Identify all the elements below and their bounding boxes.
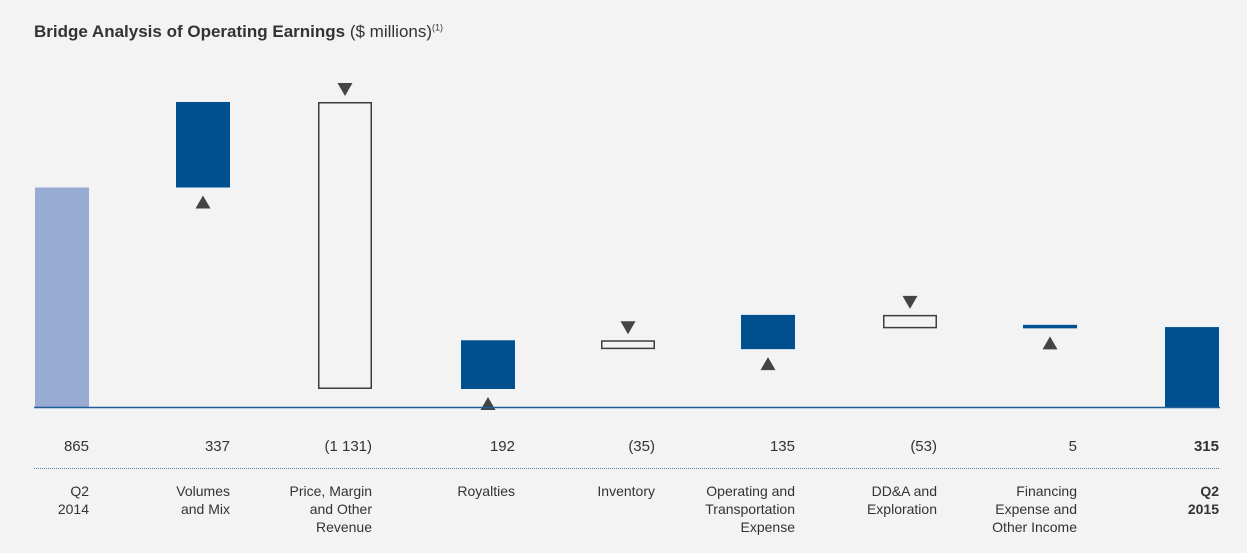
chart-title-footnote: (1) bbox=[432, 22, 444, 33]
bar-increase bbox=[1023, 324, 1077, 329]
bar-decrease bbox=[883, 314, 937, 329]
chart-title-main: Bridge Analysis of Operating Earnings bbox=[34, 22, 346, 41]
bar-end-total bbox=[1165, 327, 1219, 407]
up-arrow-icon bbox=[480, 396, 496, 410]
value-label-total: 315 bbox=[1193, 438, 1219, 455]
bar-increase bbox=[176, 102, 230, 188]
down-arrow-icon bbox=[337, 83, 353, 96]
value-label: 135 bbox=[769, 438, 795, 455]
value-label: (1 131) bbox=[324, 438, 372, 455]
down-arrow-icon bbox=[902, 295, 918, 309]
up-arrow-icon bbox=[195, 195, 211, 209]
value-label: (35) bbox=[628, 438, 655, 455]
category-label: Q2 2014 bbox=[57, 483, 89, 517]
dotted-divider bbox=[34, 468, 1219, 469]
up-arrow-icon bbox=[1042, 336, 1058, 350]
down-arrow-icon bbox=[620, 321, 636, 335]
bar-increase bbox=[461, 340, 515, 389]
category-label: Royalties bbox=[457, 483, 515, 499]
value-label: 192 bbox=[489, 438, 515, 455]
chart-title-units: ($ millions) bbox=[349, 22, 433, 41]
category-label: Volumes and Mix bbox=[176, 483, 230, 517]
category-label: Operating and Transportation Expense bbox=[705, 483, 795, 535]
bar-increase bbox=[741, 314, 795, 350]
chart-title: Bridge Analysis of Operating Earnings ($… bbox=[34, 22, 443, 42]
category-label-total: Q2 2015 bbox=[1187, 483, 1219, 517]
category-label: Financing Expense and Other Income bbox=[992, 483, 1077, 535]
up-arrow-icon bbox=[760, 357, 776, 371]
category-label: DD&A and Exploration bbox=[866, 483, 937, 517]
value-label: (53) bbox=[910, 438, 937, 455]
bar-start-total bbox=[35, 187, 89, 407]
bar-decrease bbox=[601, 340, 655, 350]
value-label: 5 bbox=[1068, 438, 1077, 455]
category-label: Inventory bbox=[597, 483, 655, 499]
bar-decrease bbox=[318, 102, 372, 389]
value-label: 865 bbox=[63, 438, 89, 455]
value-label: 337 bbox=[204, 438, 230, 455]
category-label: Price, Margin and Other Revenue bbox=[289, 483, 372, 535]
